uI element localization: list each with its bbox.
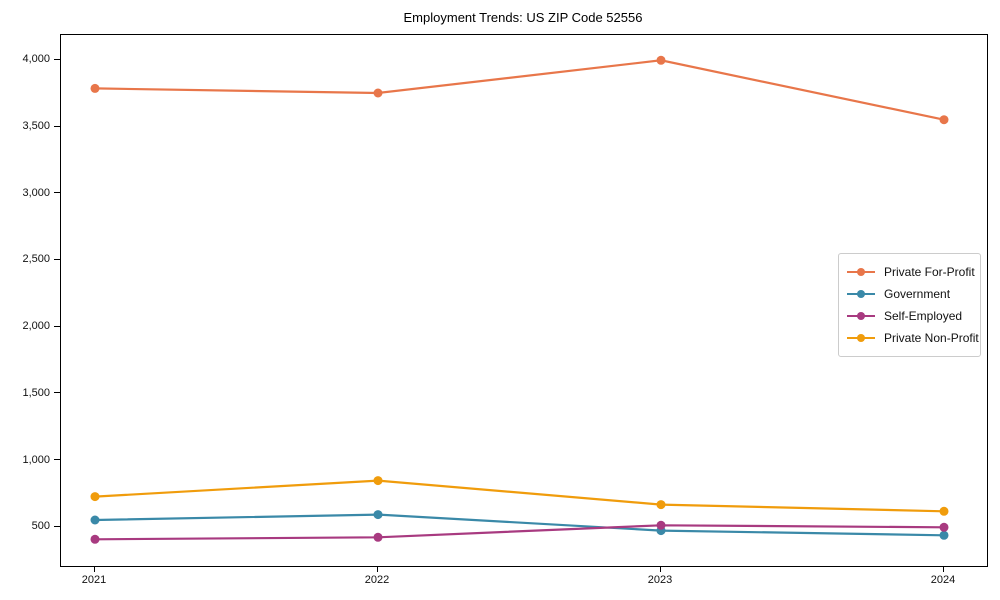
data-point-2-3 (939, 522, 949, 532)
legend-item-2: Self-Employed (847, 305, 972, 327)
legend-marker-icon (847, 311, 875, 321)
series-line-1 (94, 513, 945, 537)
x-tick-mark (942, 566, 944, 572)
plot-area (60, 34, 988, 567)
data-point-3-2 (656, 500, 666, 510)
y-tick-mark (54, 125, 60, 127)
y-tick-mark (54, 525, 60, 527)
x-tick-mark (93, 566, 95, 572)
x-tick-label: 2022 (364, 574, 390, 586)
legend-item-3: Private Non-Profit (847, 327, 979, 349)
y-tick-label: 500 (31, 520, 50, 533)
data-point-1-0 (90, 515, 100, 525)
data-point-3-0 (90, 492, 100, 502)
legend-marker-icon (847, 289, 875, 299)
y-tick-label: 1,500 (22, 386, 50, 399)
y-tick-mark (54, 192, 60, 194)
legend: Private For-Profit Government Self-Employe… (838, 253, 981, 357)
x-tick-label: 2023 (647, 574, 673, 586)
legend-marker-icon (847, 267, 875, 277)
chart-title: Employment Trends: US ZIP Code 52556 (403, 10, 643, 25)
y-tick-mark (54, 459, 60, 461)
legend-marker-icon (847, 333, 875, 343)
legend-label: Self-Employed (884, 309, 963, 323)
legend-label: Government (884, 287, 951, 301)
y-tick-label: 3,500 (22, 120, 50, 133)
y-tick-label: 3,000 (22, 186, 50, 199)
data-point-1-3 (939, 530, 949, 540)
y-tick-label: 2,500 (22, 253, 50, 266)
y-tick-mark (54, 325, 60, 327)
y-tick-mark (54, 258, 60, 260)
plot-canvas (90, 55, 949, 544)
x-tick-mark (659, 566, 661, 572)
data-point-0-1 (373, 88, 383, 98)
data-point-0-3 (939, 115, 949, 125)
y-tick-label: 2,000 (22, 320, 50, 333)
data-point-0-0 (90, 83, 100, 93)
legend-item-0: Private For-Profit (847, 261, 975, 283)
series-line-3 (94, 479, 945, 513)
y-tick-mark (54, 392, 60, 394)
data-point-3-1 (373, 476, 383, 486)
data-point-2-0 (90, 534, 100, 544)
data-point-0-2 (656, 55, 666, 65)
legend-label: Private Non-Profit (884, 331, 979, 345)
data-point-3-3 (939, 506, 949, 516)
data-point-1-1 (373, 510, 383, 520)
data-point-2-1 (373, 532, 383, 542)
x-tick-label: 2024 (930, 574, 956, 586)
x-tick-label: 2021 (81, 574, 107, 586)
x-tick-mark (376, 566, 378, 572)
legend-label: Private For-Profit (884, 265, 975, 279)
y-tick-mark (54, 58, 60, 60)
series-line-0 (94, 59, 945, 121)
data-point-2-2 (656, 520, 666, 530)
series-line-2 (94, 524, 945, 541)
y-tick-label: 4,000 (22, 53, 50, 66)
legend-item-1: Government (847, 283, 972, 305)
y-tick-label: 1,000 (22, 453, 50, 466)
